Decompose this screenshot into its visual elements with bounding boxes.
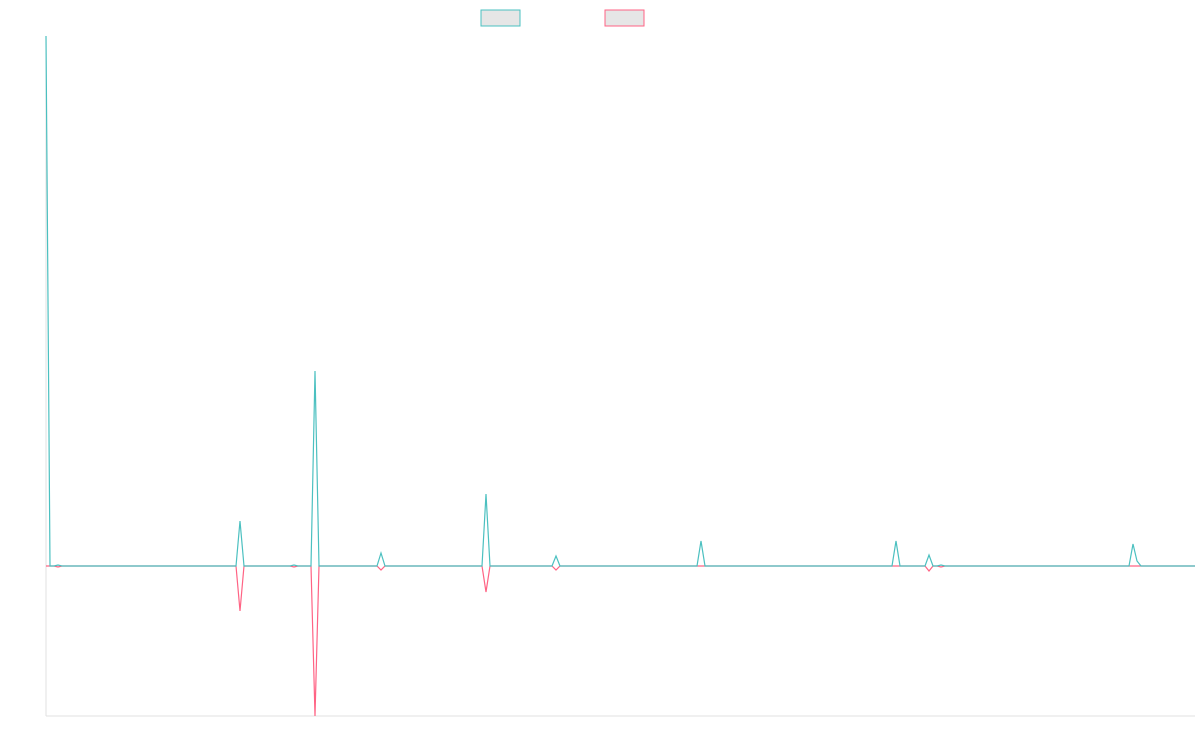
series-line (45, 35, 1195, 567)
series-line (46, 565, 1195, 717)
legend-swatch[interactable] (604, 9, 645, 27)
legend-swatch[interactable] (480, 9, 521, 27)
